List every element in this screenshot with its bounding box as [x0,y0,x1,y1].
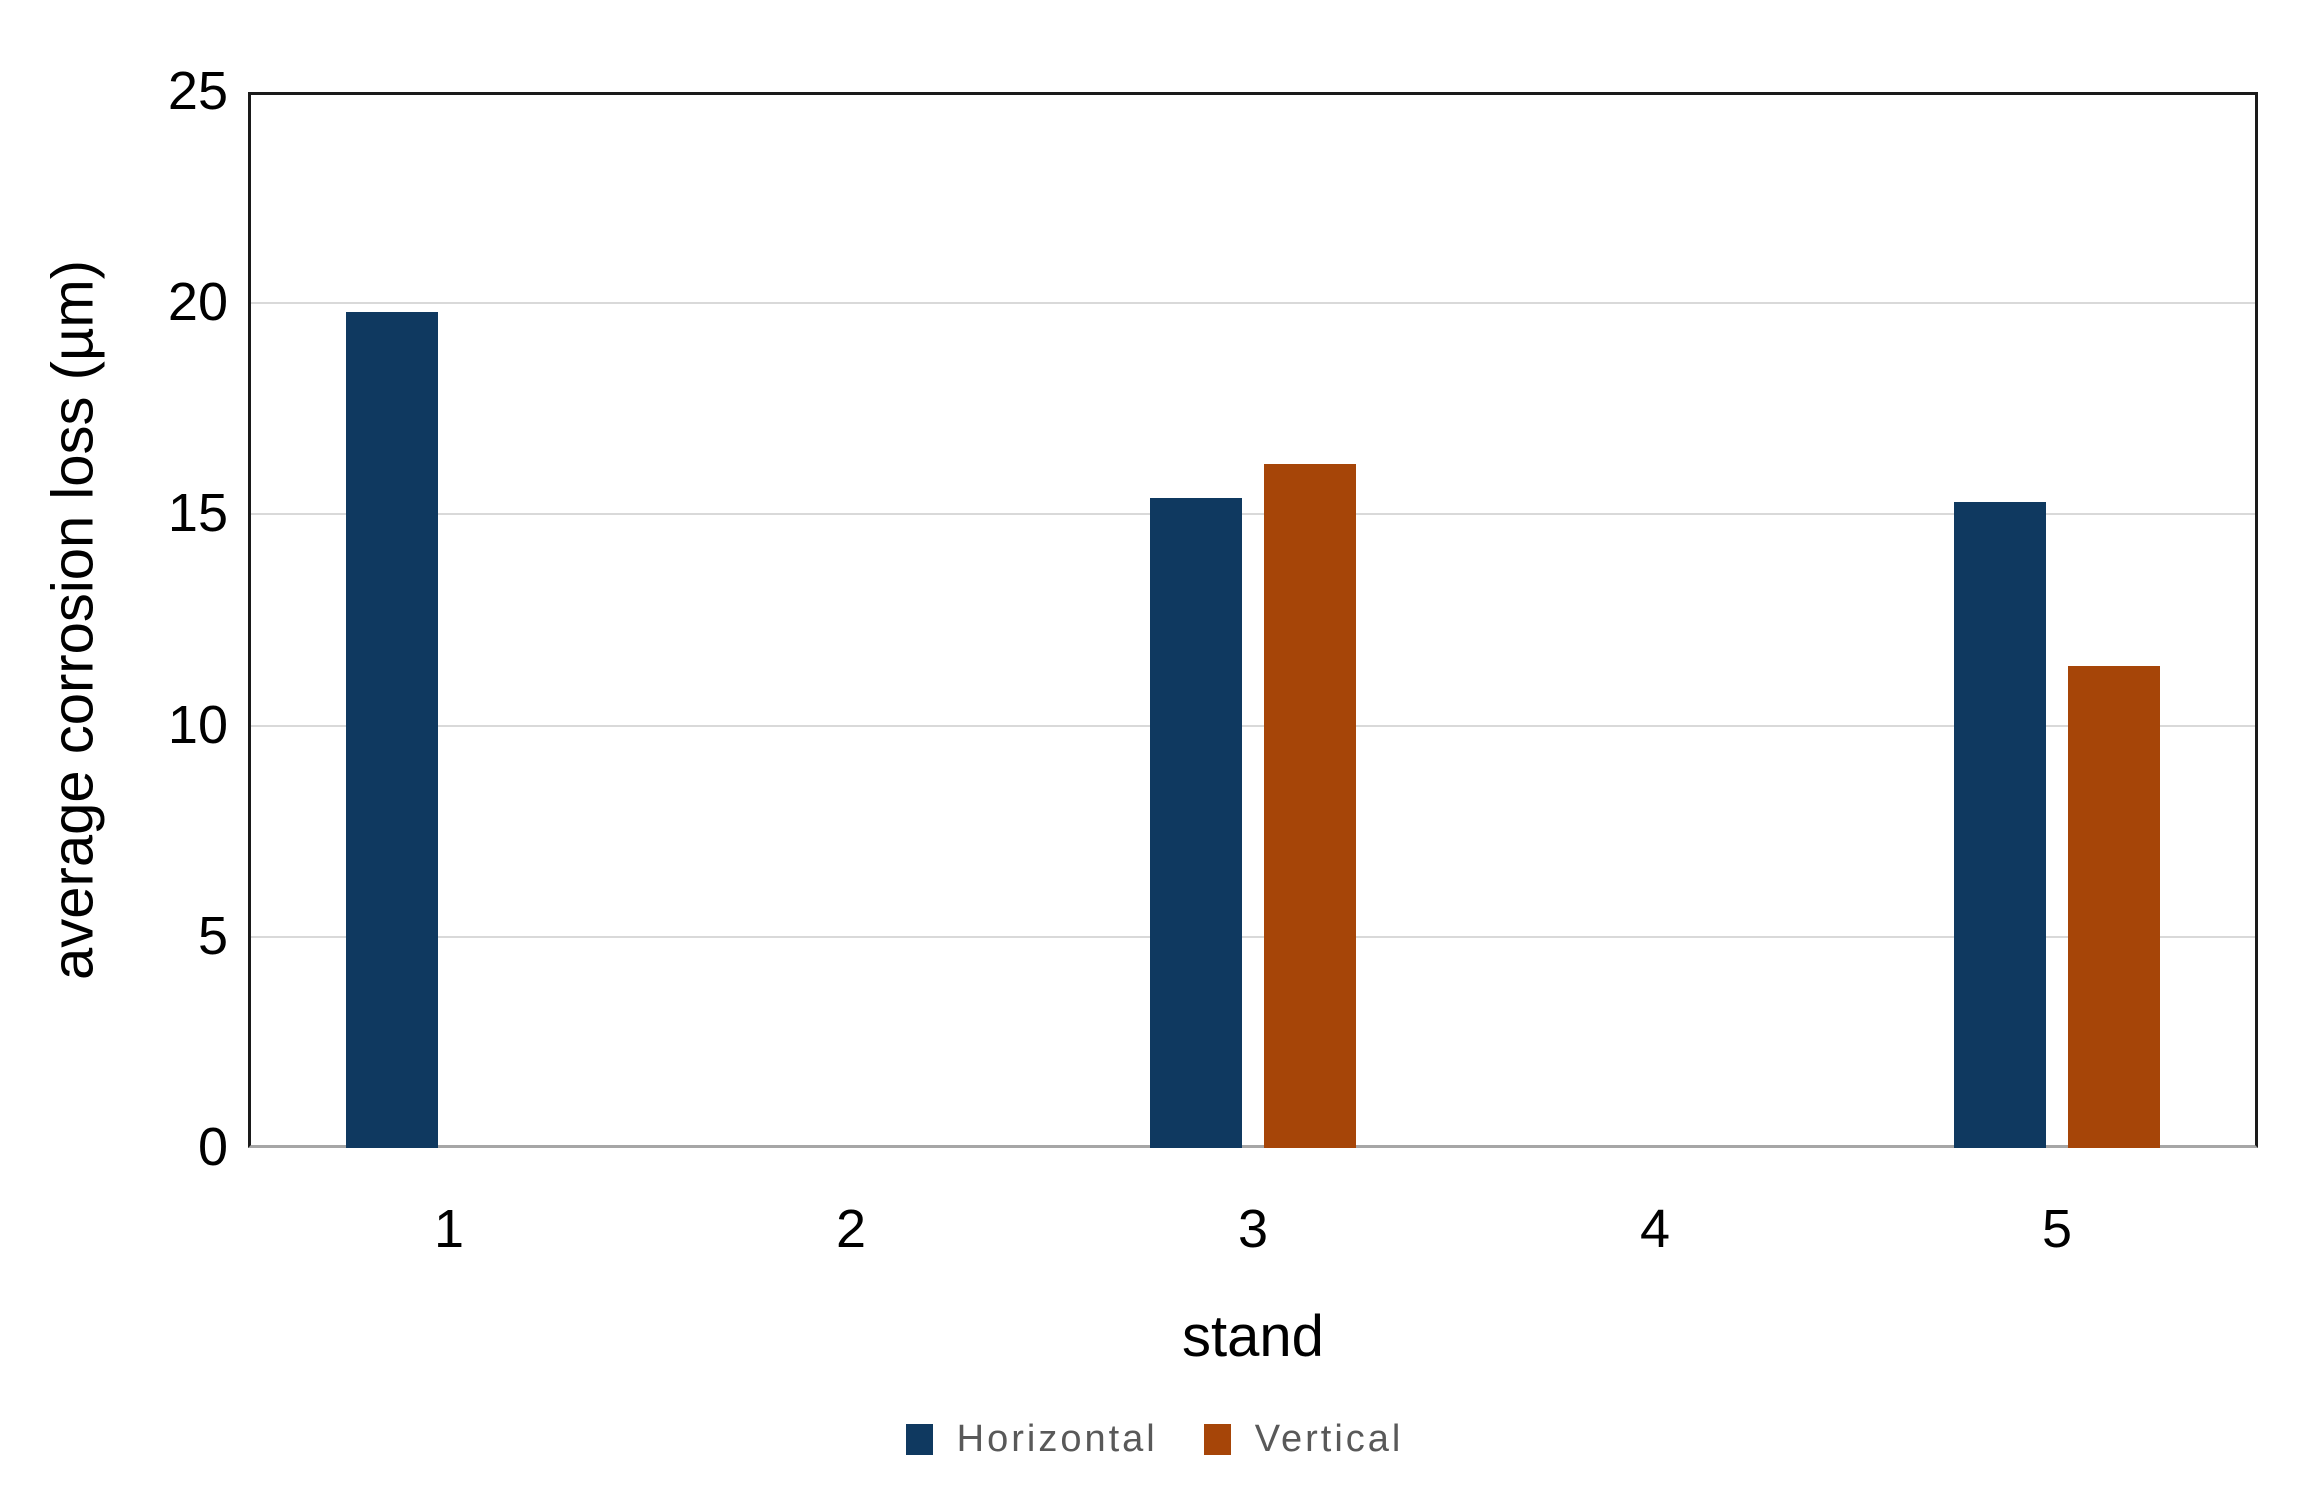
y-tick-label-15: 15 [167,483,228,544]
bar-vertical-stand-5 [2068,666,2160,1148]
x-tick-label-2: 2 [835,1199,867,1259]
legend-item-vertical: Vertical [1203,1418,1404,1461]
gridline-y-20 [251,302,2255,305]
legend-swatch-icon-vertical [1203,1424,1231,1455]
bar-horizontal-stand-1 [346,311,438,1148]
bar-horizontal-stand-3 [1150,497,1242,1148]
gridline-y-5 [251,935,2255,938]
x-tick-label-3: 3 [1237,1199,1269,1259]
legend-swatch-icon-horizontal [905,1424,933,1455]
x-tick-label-1: 1 [433,1199,465,1259]
legend-label-vertical: Vertical [1254,1418,1404,1460]
y-axis-title: average corrosion loss (µm) [40,260,106,980]
legend-item-horizontal: Horizontal [905,1418,1158,1461]
bar-horizontal-stand-5 [1954,501,2046,1148]
gridline-y-15 [251,513,2255,516]
x-axis-title: stand [1182,1304,1324,1369]
plot-area [248,92,2258,1148]
y-tick-label-20: 20 [167,272,228,333]
legend-label-horizontal: Horizontal [956,1418,1158,1460]
legend: Horizontal Vertical [0,1418,2309,1461]
y-tick-label-5: 5 [197,905,228,966]
bar-vertical-stand-3 [1264,463,1356,1148]
x-tick-label-4: 4 [1639,1199,1671,1259]
y-tick-label-25: 25 [167,60,228,121]
gridline-y-10 [251,724,2255,727]
x-tick-label-5: 5 [2041,1199,2073,1259]
y-tick-label-10: 10 [167,694,228,755]
y-tick-label-0: 0 [197,1116,228,1177]
